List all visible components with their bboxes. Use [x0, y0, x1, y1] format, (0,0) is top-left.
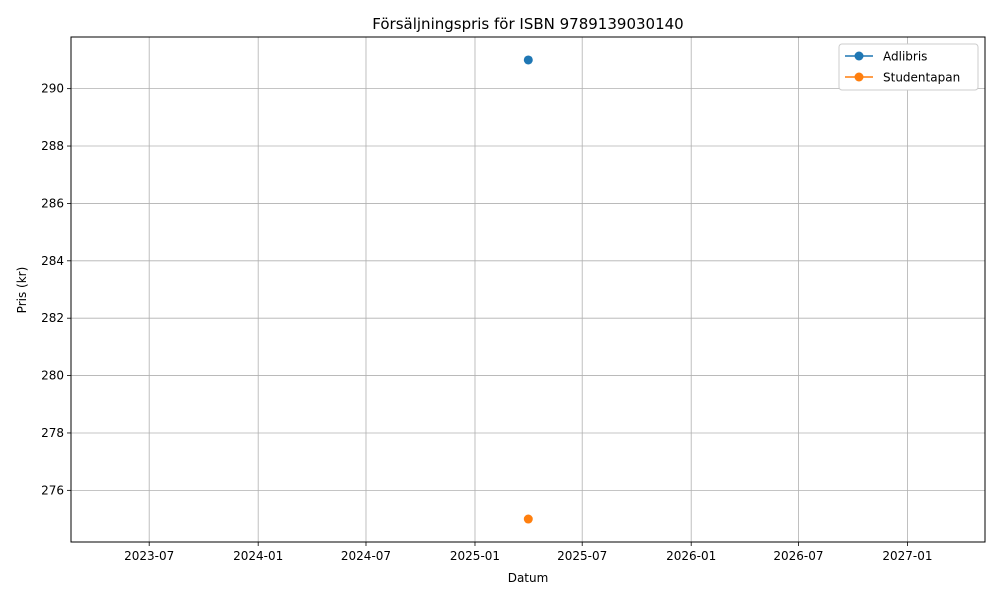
x-tick-label: 2026-07	[773, 549, 823, 563]
y-tick-label: 280	[41, 369, 64, 383]
x-tick-label: 2023-07	[124, 549, 174, 563]
x-axis-label: Datum	[508, 571, 549, 585]
x-tick-label: 2025-07	[557, 549, 607, 563]
y-tick-label: 276	[41, 483, 64, 497]
data-point-studentapan	[523, 514, 533, 524]
data-point-adlibris	[523, 55, 533, 65]
legend: Adlibris Studentapan	[838, 43, 979, 91]
axis-ticks: 2023-07 2024-01 2024-07 2025-01 2025-07 2026-…	[41, 82, 932, 563]
y-tick-label: 278	[41, 426, 64, 440]
y-tick-label: 282	[41, 311, 64, 325]
plot-frame	[70, 36, 986, 543]
legend-marker-studentapan	[854, 72, 864, 82]
legend-label-studentapan: Studentapan	[883, 71, 960, 85]
y-tick-label: 288	[41, 139, 64, 153]
legend-items: Adlibris Studentapan	[845, 50, 960, 85]
x-tick-label: 2027-01	[882, 549, 932, 563]
x-tick-label: 2025-01	[450, 549, 500, 563]
grid	[71, 37, 985, 542]
data-marks	[523, 55, 533, 524]
y-tick-label: 286	[41, 196, 64, 210]
x-tick-label: 2024-01	[233, 549, 283, 563]
x-tick-label: 2026-01	[666, 549, 716, 563]
legend-label-adlibris: Adlibris	[883, 50, 927, 64]
x-tick-label: 2024-07	[341, 549, 391, 563]
y-tick-label: 284	[41, 254, 64, 268]
chart-title: Försäljningspris för ISBN 9789139030140	[372, 15, 683, 33]
legend-box	[838, 43, 979, 91]
y-axis-label: Pris (kr)	[15, 267, 29, 314]
y-tick-label: 290	[41, 82, 64, 96]
legend-marker-adlibris	[854, 51, 864, 61]
